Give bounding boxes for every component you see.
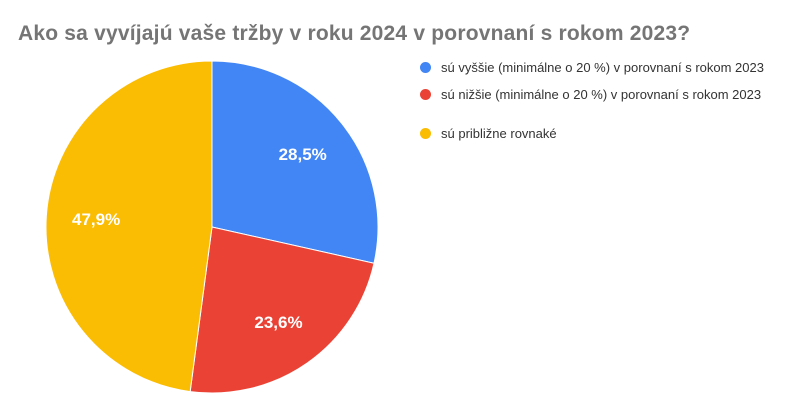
pie-slice-2[interactable]	[45, 60, 213, 393]
legend-item: sú približne rovnaké	[420, 120, 764, 147]
chart-legend: sú vyššie (minimálne o 20 %) v porovnaní…	[420, 54, 764, 147]
legend-item-label: sú vyššie (minimálne o 20 %) v porovnaní…	[441, 60, 764, 75]
legend-swatch-icon	[420, 89, 431, 100]
legend-item: sú nižšie (minimálne o 20 %) v porovnaní…	[420, 81, 764, 108]
legend-item-label: sú nižšie (minimálne o 20 %) v porovnaní…	[441, 87, 762, 102]
pie-slice-1[interactable]	[189, 226, 375, 394]
pie-slice-0[interactable]	[211, 60, 379, 264]
legend-item: sú vyššie (minimálne o 20 %) v porovnaní…	[420, 54, 764, 81]
legend-swatch-icon	[420, 62, 431, 73]
legend-swatch-icon	[420, 128, 431, 139]
legend-item-label: sú približne rovnaké	[441, 126, 557, 141]
chart-title: Ako sa vyvíjajú vaše tržby v roku 2024 v…	[18, 22, 691, 45]
